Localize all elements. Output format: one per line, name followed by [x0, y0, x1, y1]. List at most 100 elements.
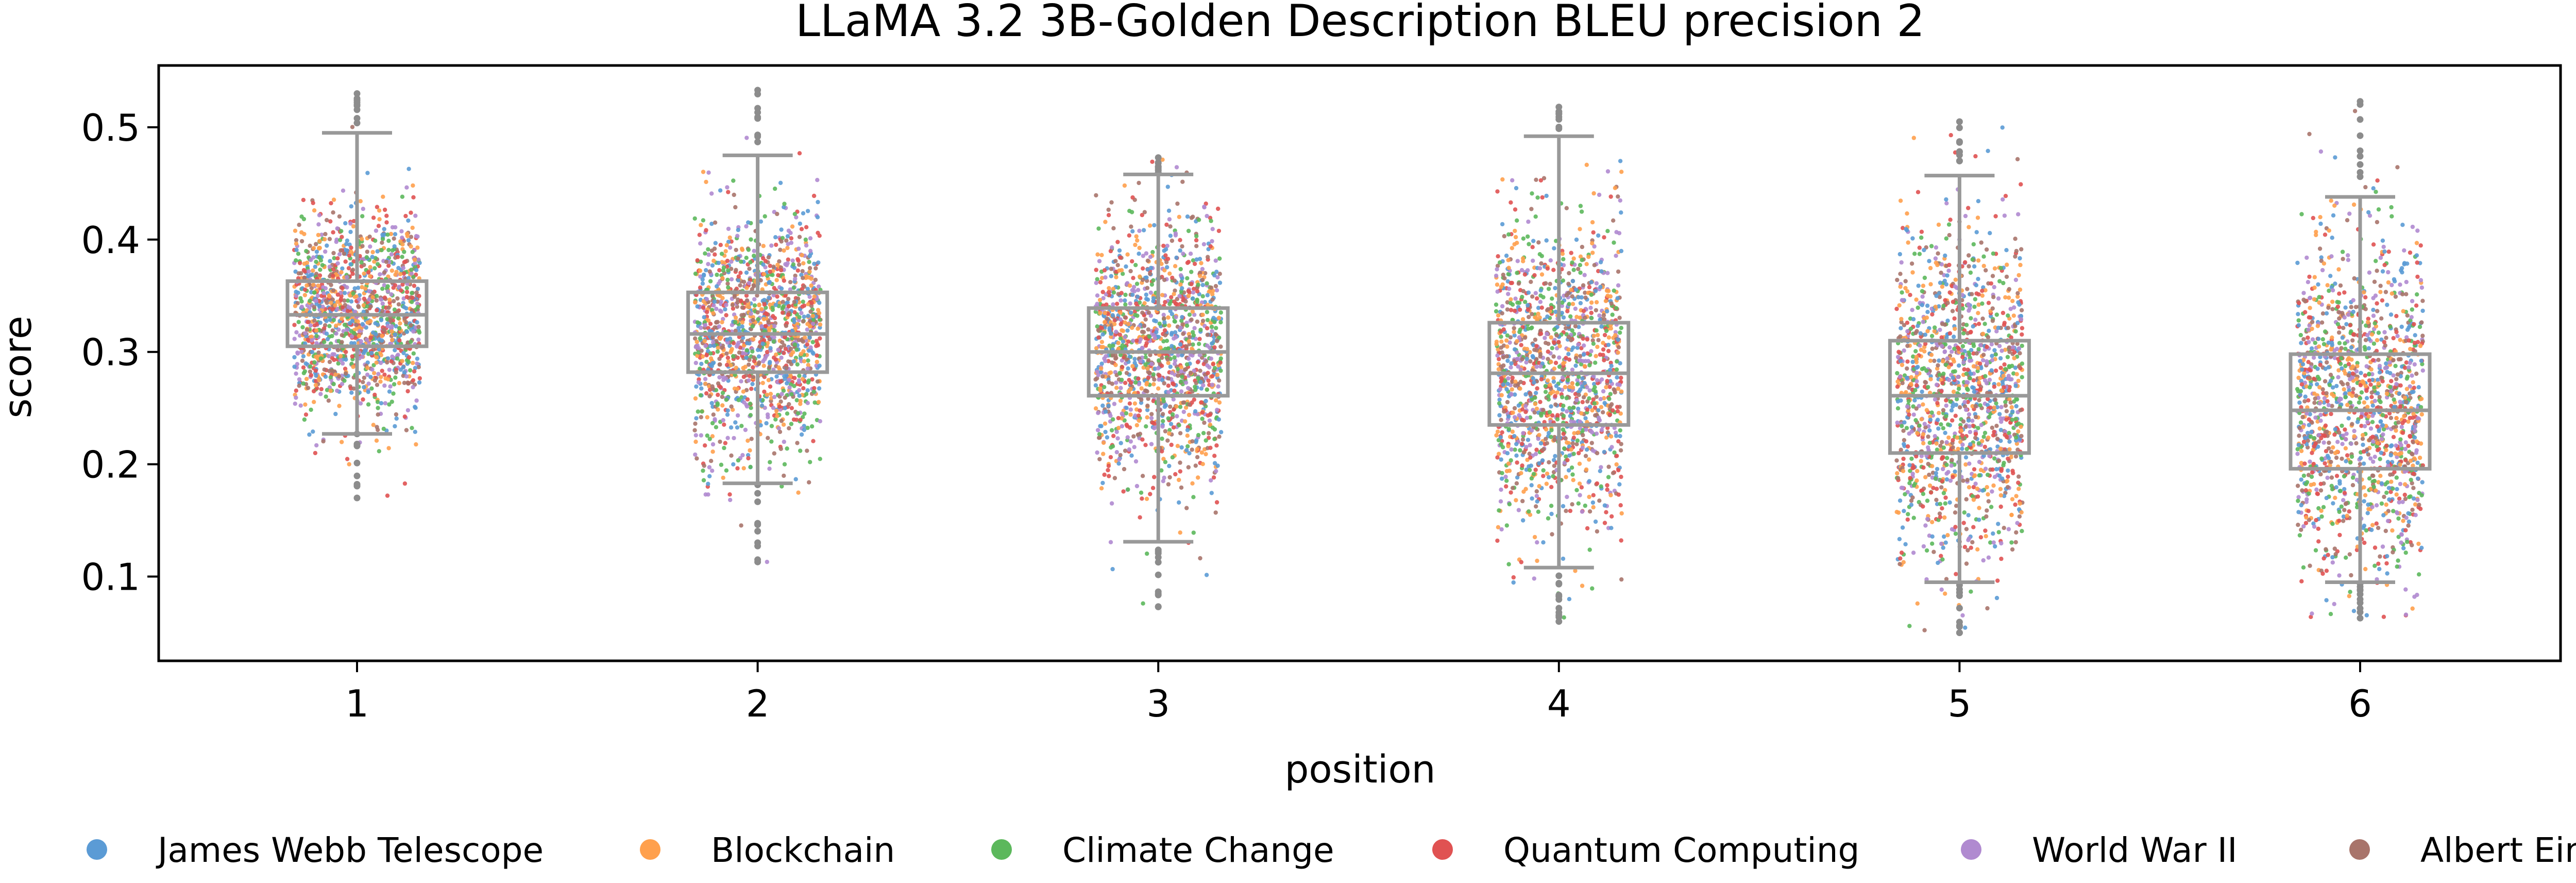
data-point	[1110, 567, 1115, 572]
data-point	[1123, 335, 1127, 339]
data-point	[1185, 428, 1190, 432]
data-point	[1499, 487, 1503, 492]
data-point	[1136, 432, 1140, 437]
data-point	[785, 411, 790, 416]
data-point	[1109, 274, 1113, 278]
data-point	[390, 225, 395, 230]
data-point	[735, 300, 740, 305]
data-point	[1137, 245, 1142, 251]
data-point	[1173, 264, 1178, 269]
data-point	[1123, 315, 1127, 320]
data-point	[1211, 362, 1215, 366]
data-point	[1546, 516, 1551, 521]
data-point	[372, 266, 377, 271]
outlier-point	[1155, 603, 1162, 610]
data-point	[717, 268, 722, 273]
data-point	[1184, 448, 1189, 453]
data-point	[371, 215, 376, 220]
data-point	[709, 401, 714, 406]
data-point	[312, 399, 316, 404]
data-point	[1123, 320, 1127, 325]
data-point	[409, 340, 413, 344]
data-point	[303, 412, 309, 417]
data-point	[1118, 453, 1123, 458]
data-point	[1195, 447, 1200, 452]
data-point	[793, 276, 798, 281]
data-point	[372, 259, 377, 264]
data-point	[786, 296, 791, 302]
data-point	[1130, 325, 1134, 330]
data-point	[723, 441, 728, 445]
data-point	[402, 380, 407, 385]
data-point	[1212, 365, 1217, 371]
data-point	[345, 457, 350, 461]
data-point	[1591, 334, 1596, 338]
data-point	[1098, 311, 1103, 315]
data-point	[332, 357, 336, 362]
data-point	[1181, 252, 1185, 256]
data-point	[1549, 485, 1554, 489]
data-point	[385, 284, 390, 289]
data-point	[1192, 326, 1197, 330]
data-point	[801, 386, 806, 391]
data-point	[1216, 417, 1221, 422]
data-point	[744, 256, 749, 260]
data-point	[1505, 358, 1510, 363]
data-point	[733, 420, 738, 425]
data-point	[1204, 359, 1209, 364]
data-point	[695, 258, 700, 263]
data-point	[1217, 434, 1222, 439]
data-point	[293, 228, 298, 233]
data-point	[345, 327, 349, 332]
data-point	[1167, 271, 1172, 276]
data-point	[748, 464, 753, 469]
data-point	[362, 296, 366, 301]
data-point	[775, 211, 779, 216]
data-point	[1170, 455, 1175, 460]
data-point	[325, 218, 329, 223]
data-point	[368, 265, 372, 270]
data-point	[1611, 218, 1616, 223]
data-point	[799, 432, 804, 437]
data-point	[769, 424, 774, 428]
data-point	[736, 256, 740, 261]
data-point	[304, 377, 309, 381]
data-point	[1194, 257, 1199, 262]
data-point	[711, 311, 716, 315]
data-point	[701, 273, 706, 278]
data-point	[703, 443, 707, 448]
data-point	[1550, 296, 1554, 301]
data-point	[802, 314, 806, 319]
data-point	[404, 374, 409, 379]
data-point	[1210, 425, 1215, 430]
data-point	[1106, 403, 1111, 408]
data-point	[361, 380, 365, 385]
data-point	[414, 442, 418, 447]
data-point	[1512, 326, 1516, 330]
data-point	[388, 384, 393, 389]
data-point	[791, 262, 796, 267]
data-point	[1124, 406, 1129, 410]
data-point	[1217, 256, 1222, 261]
data-point	[1126, 487, 1130, 492]
data-point	[1185, 276, 1190, 280]
data-point	[707, 465, 712, 470]
data-point	[713, 417, 717, 422]
data-point	[409, 323, 413, 328]
data-point	[1544, 437, 1548, 441]
data-point	[769, 439, 774, 444]
data-point	[1544, 281, 1548, 286]
data-point	[1534, 489, 1539, 494]
data-point	[730, 303, 735, 307]
data-point	[400, 194, 405, 199]
data-point	[1210, 341, 1214, 346]
data-point	[1191, 333, 1196, 338]
data-point	[394, 412, 399, 417]
data-point	[302, 369, 307, 374]
data-point	[805, 388, 810, 393]
data-point	[700, 354, 705, 359]
data-point	[801, 319, 806, 324]
data-point	[365, 320, 370, 325]
data-point	[349, 334, 354, 339]
